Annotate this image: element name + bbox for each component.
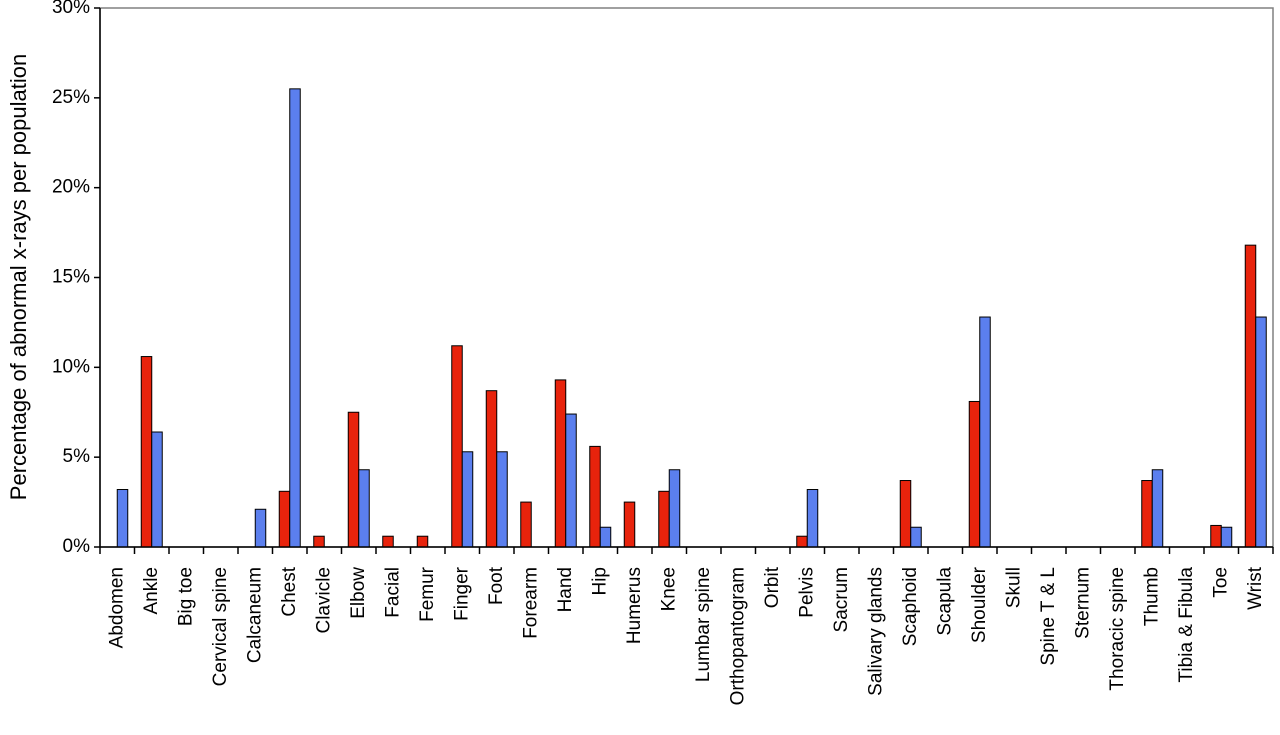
bar-series-1-femur	[416, 535, 429, 548]
x-tick-label: Salivary glands	[865, 567, 886, 696]
bar-series-2-thumb	[1151, 469, 1164, 548]
bar-series-1-knee	[658, 490, 670, 548]
y-tick-label: 20%	[52, 177, 90, 198]
bar-series-2-hip	[599, 526, 612, 548]
x-tick-label: Humerus	[624, 567, 645, 644]
x-tick-label: Hand	[555, 567, 576, 612]
x-tick-label: Hip	[589, 567, 610, 596]
x-tick-label: Pelvis	[796, 567, 817, 618]
x-tick-label: Cervical spine	[210, 567, 231, 686]
x-tick-label: Skull	[1003, 567, 1024, 608]
x-tick-label: Big toe	[175, 567, 196, 626]
x-tick-label: Sacrum	[831, 567, 852, 632]
bar-series-1-shoulder	[968, 400, 981, 548]
bar-series-2-elbow	[358, 469, 370, 548]
bar-series-2-calcaneum	[254, 508, 267, 548]
y-axis-title-text: Percentage of abnormal x-rays per popula…	[6, 54, 31, 500]
bar-series-2-pelvis	[806, 489, 819, 548]
bar-series-2-shoulder	[979, 316, 991, 548]
bar-series-2-scaphoid	[910, 526, 922, 548]
x-tick-label: Abdomen	[106, 567, 127, 648]
x-axis-ticks: Abdomen Ankle Big toe Cervical spine Calcane…	[99, 547, 1274, 705]
y-axis-ticks: 0% 5% 10% 15% 20% 25% 30%	[52, 0, 100, 557]
y-tick-label: 5%	[63, 446, 91, 467]
x-tick-label: Forearm	[520, 567, 541, 639]
bar-series-1-ankle	[140, 356, 153, 548]
x-tick-label: Foot	[486, 566, 507, 605]
bar-series-1-facial	[382, 535, 394, 548]
bar-series-1-chest	[278, 490, 291, 548]
bar-series-2-chest	[289, 88, 301, 548]
x-tick-label: Orthopantogram	[727, 567, 748, 705]
x-tick-label: Shoulder	[969, 566, 990, 643]
x-tick-label: Finger	[451, 566, 472, 621]
bar-series-1-scaphoid	[899, 480, 912, 548]
bar-series-2-toe	[1220, 526, 1233, 548]
plot-area	[99, 7, 1274, 548]
bar-series-2-foot	[496, 451, 508, 548]
y-axis-title: Percentage of abnormal x-rays per popula…	[6, 54, 31, 500]
x-tick-label: Lumbar spine	[693, 567, 714, 682]
bar-series-1-toe	[1210, 524, 1222, 548]
y-tick-label: 15%	[52, 267, 90, 288]
x-tick-label: Femur	[417, 566, 438, 622]
x-tick-label: Thumb	[1141, 567, 1162, 626]
bar-series-2-finger	[461, 451, 474, 548]
x-tick-label: Thoracic spine	[1107, 567, 1128, 691]
x-tick-label: Calcaneum	[244, 567, 265, 663]
y-tick-label: 25%	[52, 87, 90, 108]
bar-series-2-hand	[565, 413, 577, 548]
bar-series-1-thumb	[1141, 480, 1153, 548]
x-tick-label: Facial	[382, 567, 403, 618]
bar-series-1-clavicle	[313, 535, 325, 548]
x-tick-label: Clavicle	[313, 567, 334, 634]
x-tick-label: Chest	[279, 566, 300, 616]
bar-series-2-knee	[668, 469, 681, 548]
bar-series-1-finger	[451, 345, 463, 548]
bar-series-1-foot	[485, 390, 498, 548]
bar-series-1-wrist	[1244, 244, 1257, 548]
x-tick-label: Sternum	[1072, 567, 1093, 639]
y-tick-label: 30%	[52, 0, 90, 18]
bar-series-2-wrist	[1255, 316, 1267, 548]
x-tick-label: Elbow	[348, 567, 369, 619]
bars-group	[116, 88, 1267, 548]
x-tick-label: Toe	[1210, 567, 1231, 598]
bar-series-1-humerus	[623, 501, 636, 548]
x-tick-label: Knee	[658, 567, 679, 611]
x-tick-label: Tibia & Fibula	[1176, 567, 1197, 683]
x-tick-label: Orbit	[762, 566, 783, 608]
x-tick-label: Scapula	[934, 567, 955, 636]
bar-series-1-pelvis	[796, 535, 808, 548]
bar-series-2-abdomen	[116, 489, 129, 548]
bar-series-2-ankle	[151, 431, 163, 548]
bar-series-1-hip	[589, 445, 601, 548]
y-tick-label: 10%	[52, 356, 90, 377]
x-tick-label: Scaphoid	[900, 567, 921, 646]
bar-series-1-forearm	[520, 501, 532, 548]
bar-series-1-hand	[554, 379, 567, 548]
y-tick-label: 0%	[63, 536, 91, 557]
x-tick-label: Spine T & L	[1038, 567, 1059, 666]
x-tick-label: Wrist	[1245, 566, 1266, 610]
bar-series-1-elbow	[347, 411, 360, 548]
x-tick-label: Ankle	[141, 567, 162, 615]
